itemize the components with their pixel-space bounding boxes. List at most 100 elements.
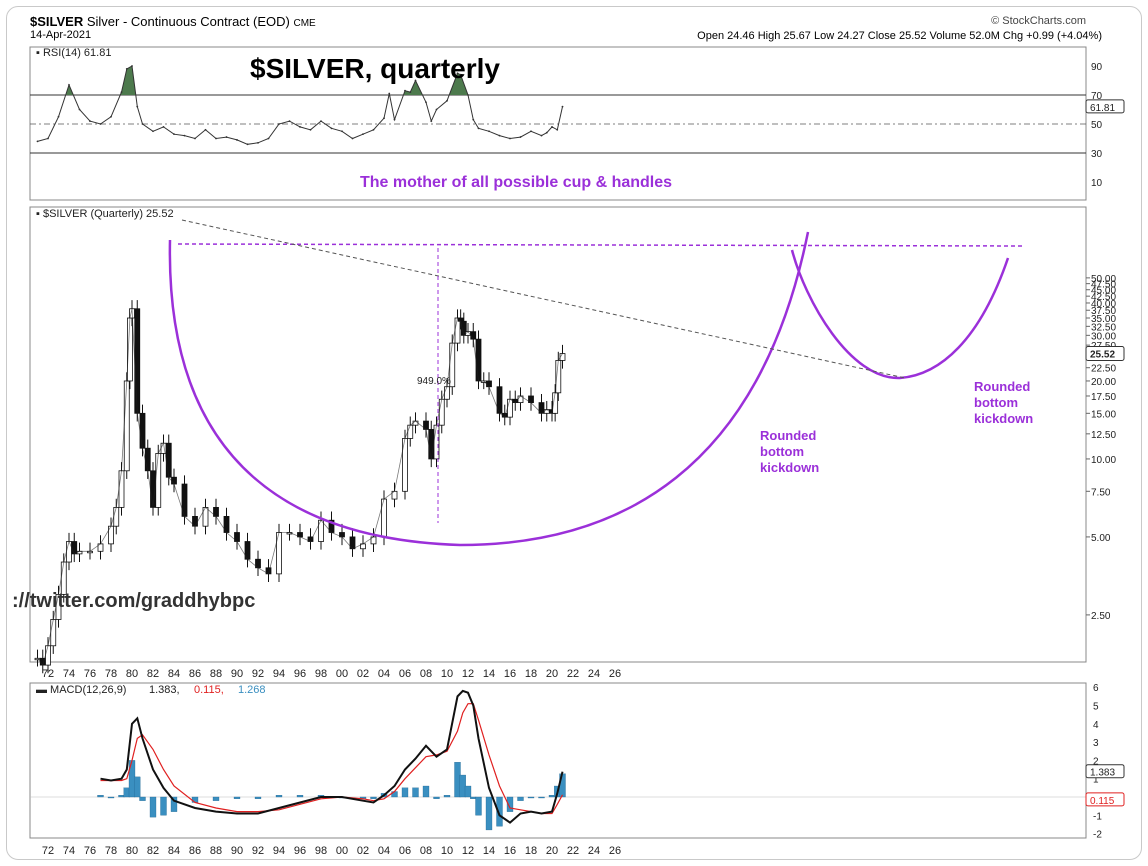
price-candle: [45, 645, 51, 666]
rsi-point: [236, 139, 238, 141]
price-candle: [118, 470, 125, 508]
price-candle: [50, 619, 57, 647]
rsi-point: [498, 134, 501, 137]
rsi-point: [194, 137, 196, 140]
price-tick-label: 32.50: [1091, 322, 1116, 333]
price-last-value: 25.52: [1090, 350, 1115, 361]
rsi-tick-label: 70: [1091, 91, 1103, 102]
rsi-point: [467, 94, 469, 96]
macd-histogram-bar: [296, 795, 304, 798]
signal-last-value: 0.115: [1090, 796, 1115, 807]
price-tick-label: 30.00: [1091, 331, 1116, 342]
macd-histogram-bar: [170, 796, 178, 812]
price-x-tick-label: 06: [399, 668, 411, 680]
symbol: $SILVER: [30, 14, 84, 29]
rsi-point: [78, 108, 81, 111]
rsi-point: [425, 101, 427, 104]
exchange: CME: [293, 18, 316, 29]
price-x-tick-label: 14: [483, 668, 495, 680]
macd-histogram-bar: [160, 796, 167, 816]
chart-frame: [6, 6, 1142, 860]
price-x-tick-label: 16: [504, 668, 516, 680]
macd-x-tick-label: 14: [483, 845, 495, 857]
rsi-point: [36, 140, 39, 143]
histogram-legend-value: 1.268: [238, 684, 266, 696]
macd-tick-label: 3: [1093, 738, 1099, 749]
macd-histogram-bar: [134, 776, 141, 798]
big-cup-curve: [168, 231, 810, 547]
rsi-tick-label: 30: [1091, 149, 1103, 160]
price-x-tick-label: 18: [525, 668, 537, 680]
macd-histogram-bar: [97, 795, 104, 798]
macd-x-tick-label: 78: [105, 845, 117, 857]
macd-x-tick-label: 02: [357, 845, 369, 857]
macd-tick-label: -2: [1093, 830, 1102, 841]
rsi-tick-label: 50: [1091, 120, 1103, 131]
rsi-point: [330, 127, 333, 130]
rsi-point: [57, 115, 60, 118]
price-tick-label: 37.50: [1091, 306, 1116, 317]
price-tick-label: 7.50: [1091, 487, 1111, 498]
price-tick-label: 12.50: [1091, 430, 1116, 441]
rsi-point: [288, 120, 291, 122]
price-candle: [155, 453, 162, 508]
handle-cup-curve: [790, 249, 1010, 380]
macd-tick-label: 6: [1093, 683, 1099, 694]
rsi-point: [110, 115, 112, 118]
rsi-tick-label: 10: [1091, 178, 1103, 189]
rsi-point: [404, 89, 406, 92]
twitter-watermark: ://twitter.com/graddhybpc: [12, 590, 255, 612]
rsi-overbought-fill: [37, 66, 563, 95]
price-tick-label: 50.00: [1091, 274, 1116, 285]
rsi-point: [430, 120, 433, 122]
falling-trendline: [181, 219, 906, 379]
price-x-tick-label: 72: [42, 668, 54, 680]
rsi-point: [136, 105, 139, 108]
rsi-point: [141, 123, 144, 125]
macd-x-tick-label: 06: [399, 845, 411, 857]
price-candle: [139, 412, 146, 449]
price-candle: [71, 541, 78, 555]
price-x-tick-label: 98: [315, 668, 327, 680]
price-candle: [134, 308, 141, 414]
rsi-point: [173, 133, 175, 136]
rsi-point: [152, 130, 154, 133]
price-x-tick-label: 10: [441, 668, 453, 680]
price-x-tick-label: 82: [147, 668, 159, 680]
macd-tick-label: 4: [1093, 720, 1099, 731]
rsi-point: [383, 117, 385, 120]
rsi-point: [225, 136, 228, 138]
rsi-point: [545, 131, 548, 134]
macd-legend-value: 1.383,: [149, 684, 180, 696]
rsi-point: [435, 108, 438, 111]
resistance-line: [177, 243, 1023, 247]
rsi-point: [267, 137, 270, 140]
macd-x-tick-label: 26: [609, 845, 621, 857]
price-tick-label: 10.00: [1091, 455, 1116, 466]
price-candle: [428, 429, 435, 460]
macd-histogram-bar: [191, 796, 199, 803]
description: Silver - Continuous Contract (EOD): [86, 14, 290, 29]
price-x-tick-label: 08: [420, 668, 432, 680]
main-title: $SILVER, quarterly: [250, 53, 500, 84]
rsi-point: [257, 141, 259, 144]
rsi-point: [561, 105, 564, 108]
price-candle: [144, 447, 151, 472]
rsi-point: [446, 99, 448, 102]
price-candle: [171, 476, 177, 485]
panel-border-rsi: [29, 46, 1087, 201]
price-line: [37, 308, 563, 666]
price-x-tick-label: 76: [84, 668, 96, 680]
macd-x-tick-label: 80: [126, 845, 138, 857]
price-tick-label: 45.00: [1091, 286, 1116, 297]
rsi-point: [351, 137, 354, 140]
price-tick-label: 40.00: [1091, 299, 1116, 310]
price-x-tick-label: 20: [546, 668, 558, 680]
macd-histogram-bar: [370, 796, 377, 799]
rsi-point: [309, 128, 312, 131]
macd-x-tick-label: 98: [315, 845, 327, 857]
rsi-point: [215, 137, 217, 140]
rsi-point: [99, 123, 102, 125]
rsi-point: [477, 127, 480, 130]
macd-histogram-bar: [464, 785, 472, 798]
